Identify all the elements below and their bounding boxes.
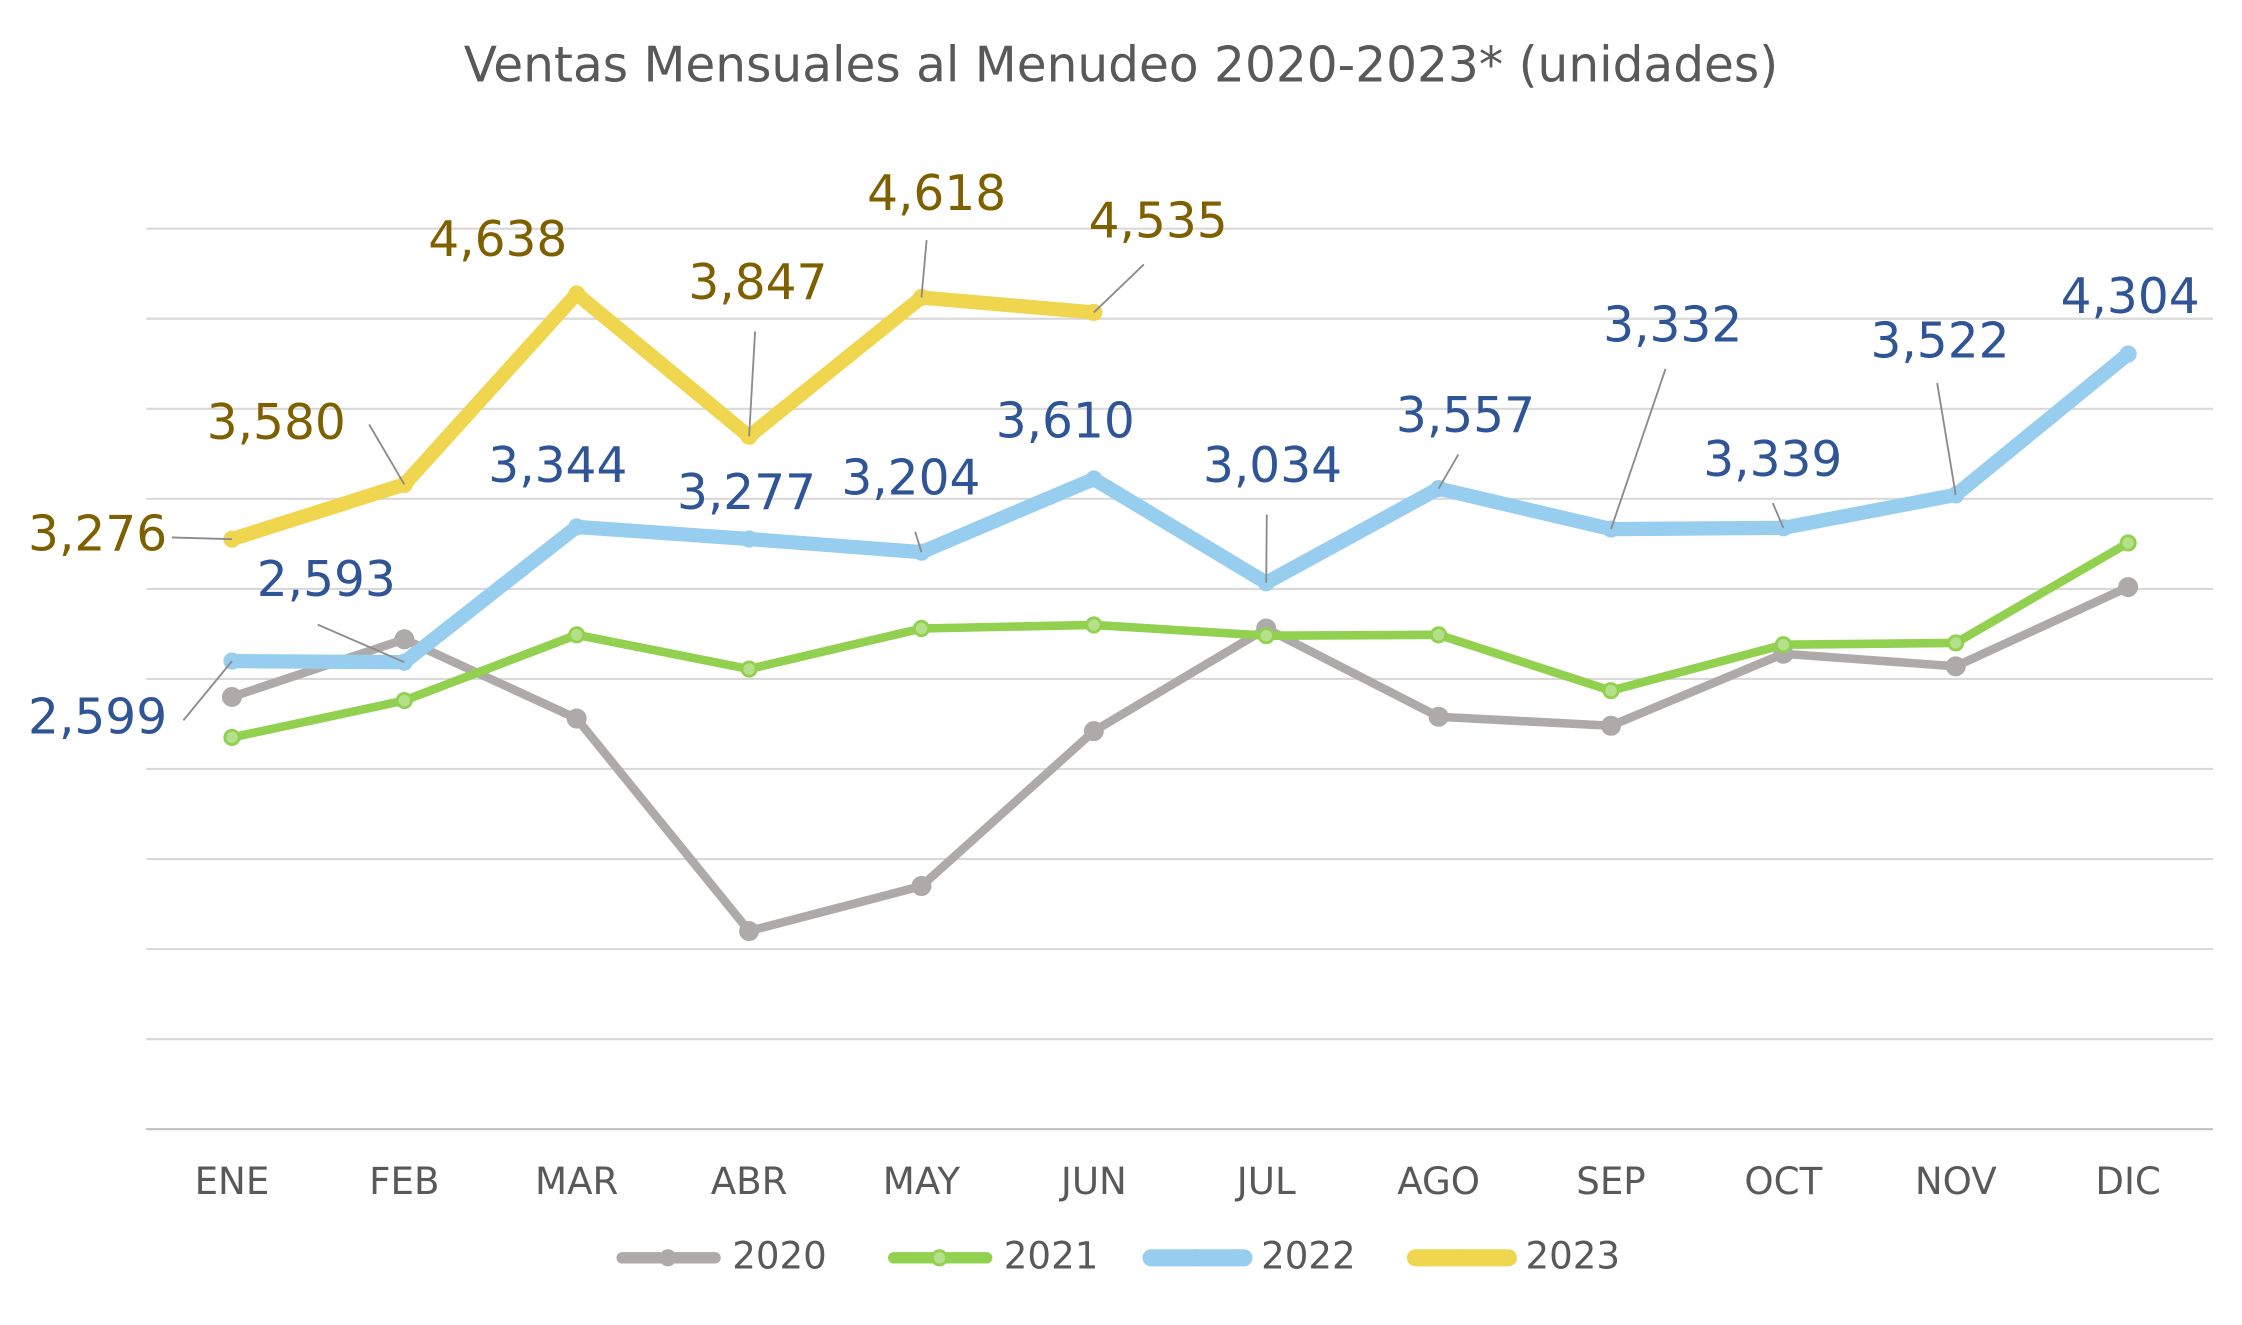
data-label: 3,277 <box>677 465 816 521</box>
legend-label: 2021 <box>1004 1234 1099 1277</box>
data-label: 3,034 <box>1203 438 1342 494</box>
data-label: 3,610 <box>996 394 1135 450</box>
data-point <box>1083 721 1104 742</box>
data-point <box>2119 534 2137 552</box>
leader-line <box>368 424 406 485</box>
legend-label: 2022 <box>1261 1234 1356 1277</box>
data-label: 4,304 <box>2061 269 2200 325</box>
data-point <box>221 686 242 707</box>
data-point <box>1945 656 1966 677</box>
x-tick-label: DIC <box>2095 1160 2161 1203</box>
series-line <box>224 286 1101 547</box>
data-point <box>911 876 932 897</box>
data-point <box>1774 636 1792 654</box>
data-point <box>2119 345 2137 363</box>
leader-line <box>1265 514 1268 583</box>
data-point <box>568 285 586 303</box>
data-point <box>1085 470 1103 488</box>
data-point <box>566 708 587 729</box>
x-tick-label: JUN <box>1059 1160 1127 1203</box>
legend-label: 2020 <box>732 1234 827 1277</box>
data-label: 3,522 <box>1870 313 2009 369</box>
leader-line <box>914 531 923 553</box>
data-point <box>223 728 241 747</box>
data-label: 3,580 <box>207 395 346 451</box>
data-point <box>740 530 758 548</box>
x-tick-label: ENE <box>195 1160 270 1203</box>
data-label: 3,332 <box>1603 298 1742 354</box>
leader-line <box>920 240 928 298</box>
leader-line <box>1093 263 1145 314</box>
x-tick-label: MAY <box>883 1160 961 1203</box>
legend-marker <box>1188 1249 1206 1267</box>
data-label: 4,638 <box>428 212 567 268</box>
x-tick-label: AGO <box>1397 1160 1480 1203</box>
data-label: 3,557 <box>1396 388 1535 444</box>
x-tick-label: SEP <box>1576 1160 1645 1203</box>
data-point <box>394 629 415 650</box>
leader-line <box>1610 368 1667 530</box>
data-point <box>1428 706 1449 727</box>
data-point <box>1602 682 1620 700</box>
data-point <box>1085 616 1103 634</box>
x-tick-label: OCT <box>1744 1160 1822 1203</box>
data-label: 3,847 <box>688 255 827 311</box>
data-point <box>740 660 758 678</box>
legend-marker <box>930 1249 949 1267</box>
leader-line <box>171 536 232 541</box>
data-label: 3,204 <box>841 451 980 507</box>
series-line <box>227 538 2133 742</box>
data-label: 4,535 <box>1089 193 1228 249</box>
x-tick-label: NOV <box>1915 1160 1997 1203</box>
data-point <box>912 619 931 638</box>
data-label: 3,339 <box>1703 432 1842 488</box>
leader-line <box>1936 382 1957 496</box>
leader-line <box>317 623 405 664</box>
leader-line <box>748 331 757 437</box>
series-line <box>224 346 2136 670</box>
data-point <box>739 921 760 942</box>
legend-marker <box>659 1249 677 1267</box>
x-tick-label: FEB <box>369 1160 439 1203</box>
x-tick-label: MAR <box>535 1160 618 1203</box>
leader-line <box>1771 502 1785 529</box>
data-point <box>568 626 586 644</box>
data-point <box>568 518 586 536</box>
data-point <box>395 691 413 710</box>
data-point <box>2118 577 2139 598</box>
leader-line <box>182 660 233 721</box>
data-point <box>1947 634 1965 652</box>
legend-marker <box>1452 1249 1470 1267</box>
legend-label: 2023 <box>1526 1234 1621 1277</box>
chart-title: Ventas Mensuales al Menudeo 2020-2023* (… <box>464 38 1778 94</box>
data-label: 2,599 <box>28 689 167 745</box>
data-point <box>1602 520 1620 538</box>
data-point <box>1430 626 1448 644</box>
data-label: 4,618 <box>867 166 1006 222</box>
data-point <box>1257 627 1275 645</box>
series-line <box>227 582 2133 936</box>
x-tick-label: ABR <box>711 1160 788 1203</box>
data-point <box>1600 715 1621 736</box>
leader-line <box>1437 454 1460 490</box>
data-label: 2,593 <box>257 552 396 608</box>
data-label: 3,276 <box>28 506 167 562</box>
x-tick-label: JUL <box>1235 1160 1296 1203</box>
data-label: 3,344 <box>488 438 627 494</box>
